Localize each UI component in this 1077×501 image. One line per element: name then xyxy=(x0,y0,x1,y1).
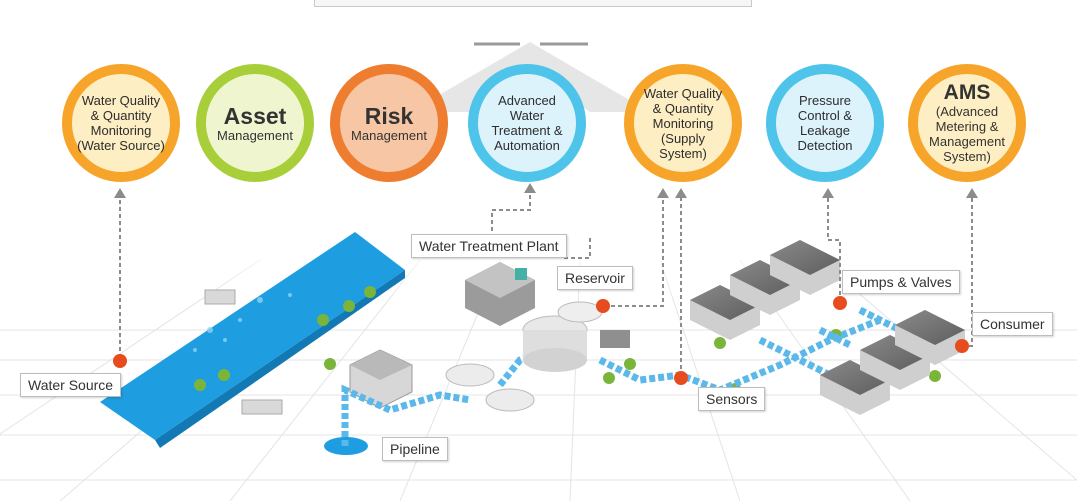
center-arrow-icon xyxy=(410,42,650,112)
circle-advanced-text: Advanced Water Treatment & Automation xyxy=(491,93,563,153)
label-pumps-valves: Pumps & Valves xyxy=(842,270,960,294)
label-sensors: Sensors xyxy=(698,387,766,411)
circle-wq-supply-text: Water Quality & Quantity Monitoring (Sup… xyxy=(643,85,723,161)
consumer-buildings xyxy=(690,240,965,415)
circle-risk-management: Risk Management xyxy=(330,64,448,182)
top-frame xyxy=(314,0,752,7)
circle-pressure-control: Pressure Control & Leakage Detection xyxy=(766,64,884,182)
circle-wq-source: Water Quality & Quantity Monitoring (Wat… xyxy=(62,64,180,182)
intake-structure xyxy=(204,289,283,415)
circle-pressure-text: Pressure Control & Leakage Detection xyxy=(797,93,853,153)
pump-house xyxy=(324,349,535,455)
label-water-treatment-plant: Water Treatment Plant xyxy=(411,234,567,258)
label-pipeline: Pipeline xyxy=(382,437,448,461)
circle-wq-source-text: Water Quality & Quantity Monitoring (Wat… xyxy=(77,93,165,153)
ams-subtitle: (Advanced Metering & Management System) xyxy=(929,104,1005,164)
circle-advanced-treatment: Advanced Water Treatment & Automation xyxy=(468,64,586,182)
risk-title: Risk xyxy=(364,102,414,129)
river xyxy=(100,232,405,448)
circle-wq-supply: Water Quality & Quantity Monitoring (Sup… xyxy=(624,64,742,182)
circle-asset-management: Asset Management xyxy=(196,64,314,182)
circle-ams: AMS (Advanced Metering & Management Syst… xyxy=(908,64,1026,182)
label-water-source: Water Source xyxy=(20,373,122,397)
label-consumer: Consumer xyxy=(972,312,1053,336)
risk-subtitle: Management xyxy=(351,127,427,143)
label-reservoir: Reservoir xyxy=(557,266,633,290)
asset-subtitle: Management xyxy=(217,127,293,143)
arrowheads xyxy=(114,183,978,198)
location-markers xyxy=(113,296,969,385)
ams-title: AMS xyxy=(943,81,991,104)
asset-title: Asset xyxy=(223,102,287,129)
treatment-plant xyxy=(465,262,630,372)
